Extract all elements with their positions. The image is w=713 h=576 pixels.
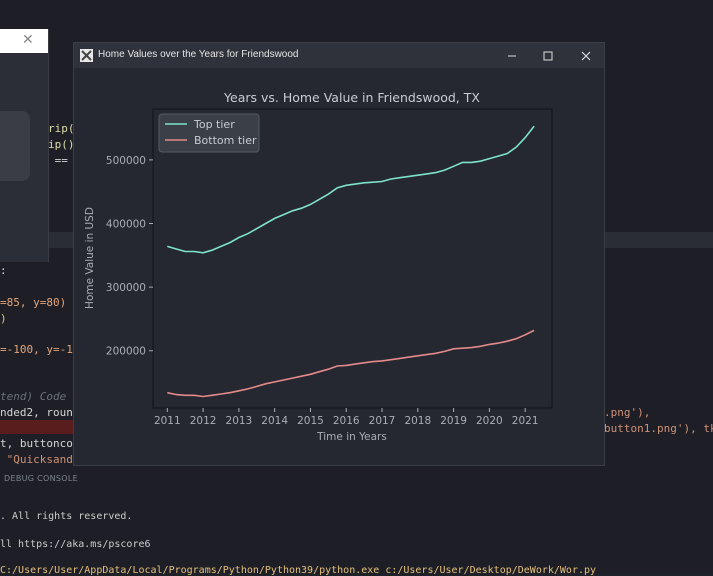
x-tick-label: 2018 (404, 415, 431, 427)
y-tick-label: 500000 (106, 155, 146, 167)
background-window-titlebar: ✕ (0, 29, 48, 53)
x-tick-label: 2015 (297, 415, 324, 427)
line-chart: Years vs. Home Value in Friendswood, TX … (84, 90, 553, 443)
chart-title: Years vs. Home Value in Friendswood, TX (223, 90, 480, 105)
code-fragment: t, buttoncol (0, 437, 80, 450)
x-tick-label: 2017 (369, 415, 396, 427)
plot-frame (152, 108, 553, 409)
x-tick-label: 2011 (154, 415, 181, 427)
code-fragment: == (48, 154, 68, 167)
code-fragment: rip( (48, 122, 75, 135)
window-title: Home Values over the Years for Friendswo… (98, 49, 299, 60)
x-tick-label: 2012 (190, 415, 217, 427)
minimize-button[interactable] (494, 43, 530, 68)
code-fragment: =85, y=80) (0, 296, 67, 309)
terminal-line: ll https://aka.ms/pscore6 (0, 539, 151, 550)
code-fragment: : (0, 264, 7, 277)
chart-legend: Top tier Bottom tier (158, 113, 260, 153)
x-axis-label: Time in Years (316, 431, 387, 443)
code-string: "Quicksand" (0, 453, 80, 466)
chart-window: Home Values over the Years for Friendswo… (73, 42, 605, 466)
series-line-bottom-tier (167, 329, 535, 398)
code-comment: tend) Code (0, 390, 67, 403)
background-window: ✕ (0, 29, 49, 262)
close-icon (581, 51, 591, 60)
close-button[interactable] (568, 43, 604, 68)
x-tick-label: 2016 (333, 415, 360, 427)
app-icon (80, 49, 93, 62)
window-titlebar[interactable]: Home Values over the Years for Friendswo… (74, 43, 604, 68)
code-fragment: ip() (48, 138, 75, 151)
background-card (0, 111, 30, 181)
close-icon[interactable]: ✕ (22, 32, 34, 48)
x-tick-label: 2020 (476, 415, 503, 427)
terminal-line: C:/Users/User/AppData/Local/Programs/Pyt… (0, 565, 597, 576)
y-axis-label: Home Value in USD (84, 207, 96, 309)
legend-label-bottom-tier: Bottom tier (194, 134, 257, 147)
code-fragment: .png'), (604, 406, 651, 419)
maximize-button[interactable] (530, 43, 566, 68)
code-fragment: =-100, y=-10 (0, 343, 80, 356)
minimize-icon (508, 55, 516, 56)
debug-console-tab[interactable]: DEBUG CONSOLE (4, 474, 78, 483)
y-tick-label: 400000 (106, 219, 146, 231)
chart-area: Years vs. Home Value in Friendswood, TX … (74, 68, 604, 465)
x-tick-label: 2019 (440, 415, 467, 427)
x-axis: 2011 2012 2013 2014 2015 2016 2017 2018 2019 2020… (154, 408, 539, 427)
code-fragment: nded2, round (0, 406, 80, 419)
code-fragment: button1.png'), tk (604, 422, 713, 435)
x-tick-label: 2013 (226, 415, 253, 427)
terminal-line: . All rights reserved. (0, 511, 133, 522)
y-tick-label: 200000 (106, 346, 146, 358)
series-lines (167, 125, 535, 398)
x-tick-label: 2021 (512, 415, 539, 427)
error-line-highlight (0, 420, 75, 434)
series-line-top-tier (167, 125, 535, 254)
code-fragment: ) (0, 312, 7, 325)
y-axis: 200000 300000 400000 500000 (106, 155, 153, 358)
x-tick-label: 2014 (261, 415, 288, 427)
legend-label-top-tier: Top tier (193, 118, 235, 131)
y-tick-label: 300000 (106, 282, 146, 294)
maximize-icon (543, 51, 553, 60)
